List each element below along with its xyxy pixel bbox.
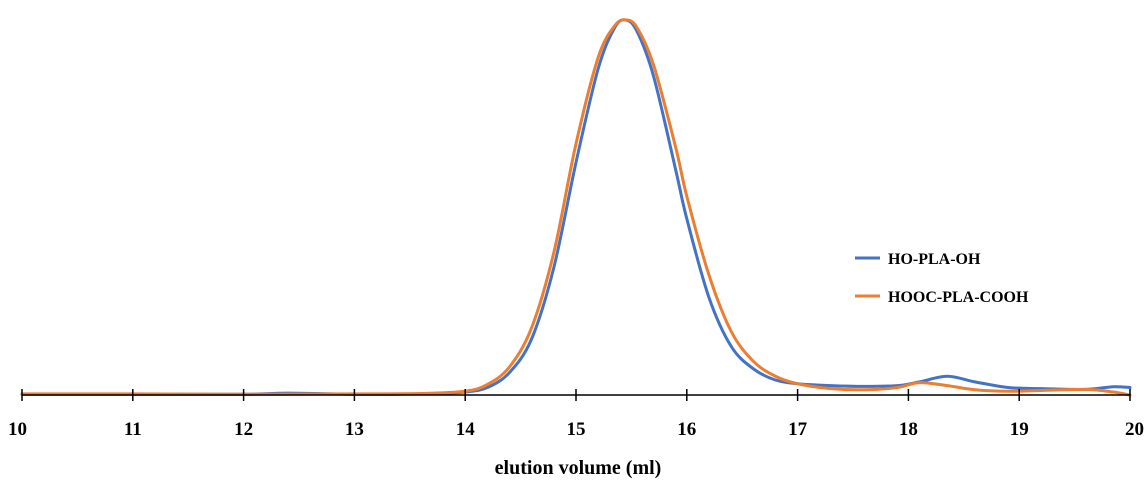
x-tick-label: 20	[1125, 419, 1144, 440]
legend-label-1: HO-PLA-OH	[888, 251, 981, 268]
series-line-2	[20, 18, 1132, 397]
series-layer	[20, 18, 1132, 397]
series-line-1	[20, 18, 1132, 396]
legend: HO-PLA-OH HOOC-PLA-COOH	[855, 251, 1029, 306]
x-tick-label: 19	[1010, 419, 1029, 440]
x-tick-label: 13	[345, 419, 364, 440]
x-tick-label: 18	[899, 419, 918, 440]
x-axis-title: elution volume (ml)	[495, 457, 662, 479]
x-tick-label: 11	[124, 419, 142, 440]
x-tick-label: 17	[788, 419, 808, 440]
x-tick-label: 10	[8, 419, 27, 440]
x-tick-label: 12	[234, 419, 253, 440]
x-tick-label: 15	[567, 419, 586, 440]
x-axis-ticks: 10 11 12 13 14 15 16 17 18 19 20	[8, 389, 1144, 440]
x-tick-label: 16	[677, 419, 696, 440]
x-tick-label: 14	[456, 419, 476, 440]
legend-label-2: HOOC-PLA-COOH	[888, 289, 1029, 306]
